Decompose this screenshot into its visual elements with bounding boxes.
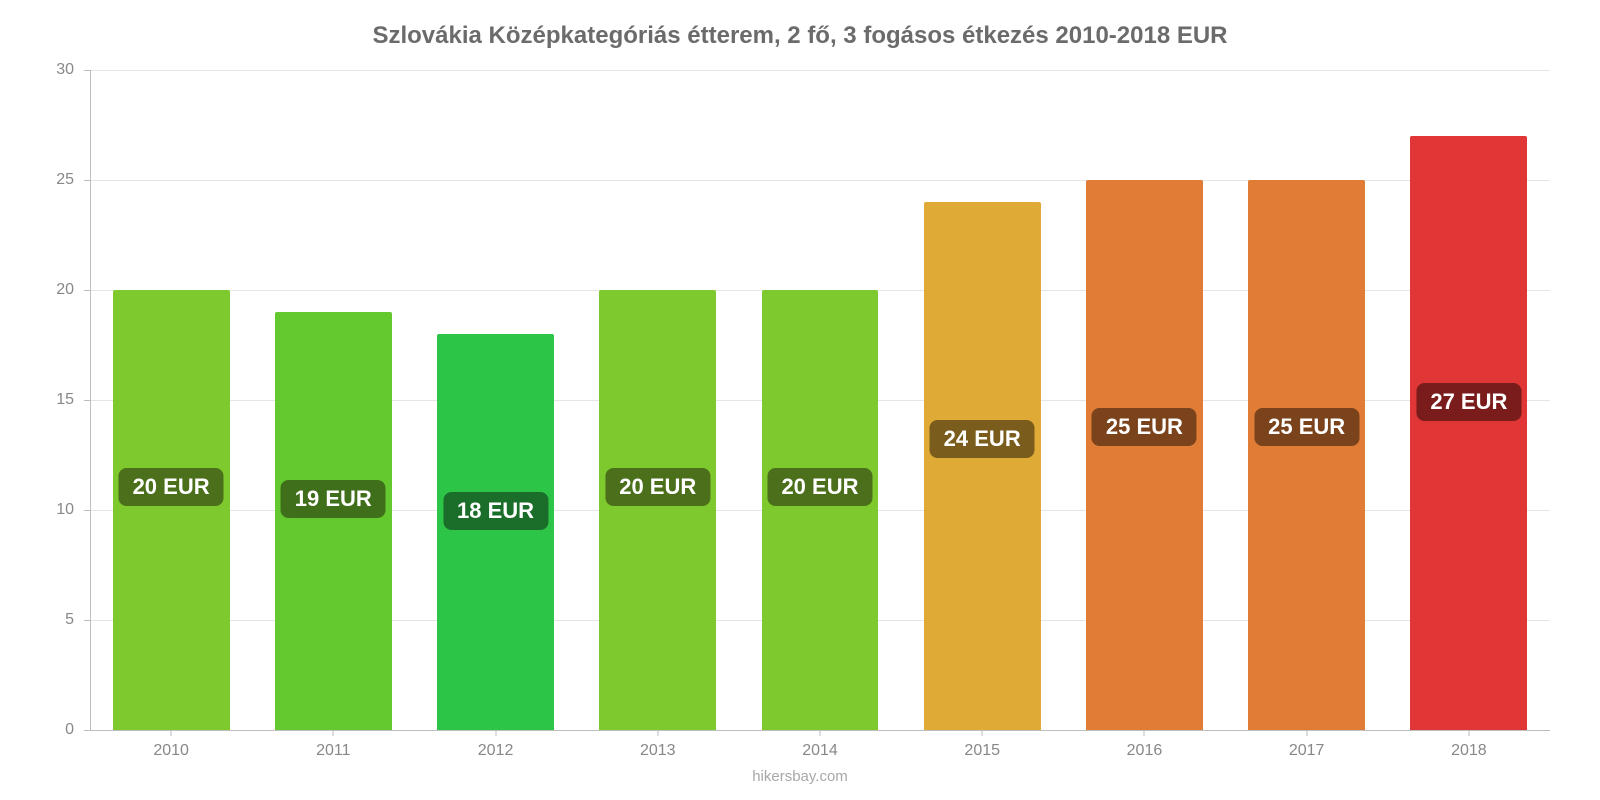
bar-slot: 19 EUR2011 [252, 70, 414, 730]
y-tick-label: 30 [56, 61, 74, 79]
y-tick-label: 15 [56, 391, 74, 409]
bar-value-label: 24 EUR [930, 420, 1035, 458]
y-tick-label: 10 [56, 501, 74, 519]
bar-value-label: 25 EUR [1254, 408, 1359, 446]
bar-slot: 25 EUR2016 [1063, 70, 1225, 730]
bar-slot: 24 EUR2015 [901, 70, 1063, 730]
x-tick-label: 2015 [964, 742, 1000, 760]
x-tick-label: 2016 [1127, 742, 1163, 760]
y-tick-mark [84, 70, 90, 71]
bar-slot: 18 EUR2012 [414, 70, 576, 730]
bar: 20 EUR [762, 290, 879, 730]
bar-value-label: 19 EUR [281, 480, 386, 518]
y-tick-label: 20 [56, 281, 74, 299]
y-tick-mark [84, 510, 90, 511]
y-tick-mark [84, 730, 90, 731]
bar: 20 EUR [113, 290, 230, 730]
bar: 27 EUR [1410, 136, 1527, 730]
x-tick-label: 2010 [153, 742, 189, 760]
bar: 20 EUR [599, 290, 716, 730]
x-tick-label: 2014 [802, 742, 838, 760]
bar-value-label: 20 EUR [119, 468, 224, 506]
x-axis-line [90, 730, 1550, 731]
x-tick-label: 2011 [316, 742, 350, 760]
bar-slot: 20 EUR2010 [90, 70, 252, 730]
x-tick-label: 2012 [478, 742, 514, 760]
bar-value-label: 25 EUR [1092, 408, 1197, 446]
bar-slot: 27 EUR2018 [1388, 70, 1550, 730]
x-tick-label: 2018 [1451, 742, 1487, 760]
bar-slot: 20 EUR2014 [739, 70, 901, 730]
bar: 25 EUR [1086, 180, 1203, 730]
bar-value-label: 27 EUR [1416, 383, 1521, 421]
bars-group: 20 EUR201019 EUR201118 EUR201220 EUR2013… [90, 70, 1550, 730]
chart-title: Szlovákia Középkategóriás étterem, 2 fő,… [0, 0, 1600, 50]
x-tick-label: 2013 [640, 742, 676, 760]
y-tick-mark [84, 290, 90, 291]
y-tick-label: 5 [65, 611, 74, 629]
y-tick-label: 0 [65, 721, 74, 739]
y-tick-mark [84, 180, 90, 181]
x-tick-label: 2017 [1289, 742, 1325, 760]
bar-value-label: 20 EUR [767, 468, 872, 506]
bar-value-label: 18 EUR [443, 492, 548, 530]
bar: 24 EUR [924, 202, 1041, 730]
y-tick-label: 25 [56, 171, 74, 189]
chart-container: Szlovákia Középkategóriás étterem, 2 fő,… [0, 0, 1600, 800]
bar: 18 EUR [437, 334, 554, 730]
bar-slot: 20 EUR2013 [577, 70, 739, 730]
bar-value-label: 20 EUR [605, 468, 710, 506]
bar-slot: 25 EUR2017 [1226, 70, 1388, 730]
bar: 19 EUR [275, 312, 392, 730]
y-tick-mark [84, 620, 90, 621]
plot-area: 20 EUR201019 EUR201118 EUR201220 EUR2013… [90, 70, 1550, 730]
y-tick-mark [84, 400, 90, 401]
source-text: hikersbay.com [752, 768, 848, 785]
bar: 25 EUR [1248, 180, 1365, 730]
y-axis: 051015202530 [0, 70, 90, 730]
